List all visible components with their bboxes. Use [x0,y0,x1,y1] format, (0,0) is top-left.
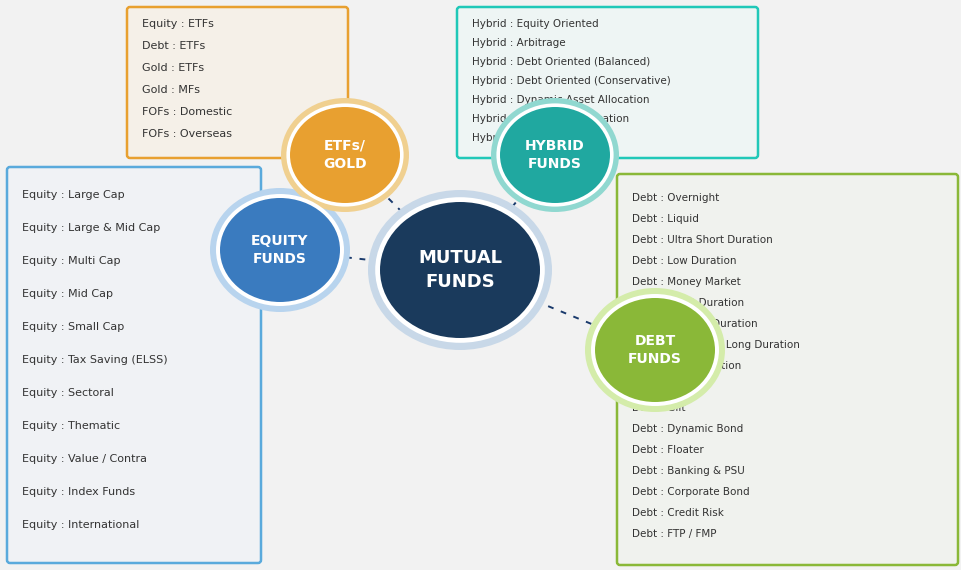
Text: MUTUAL
FUNDS: MUTUAL FUNDS [418,249,502,291]
Text: Equity : Small Cap: Equity : Small Cap [22,322,124,332]
Ellipse shape [500,107,609,203]
Text: Debt : Overnight: Debt : Overnight [631,193,719,203]
Ellipse shape [281,98,408,212]
FancyBboxPatch shape [127,7,348,158]
Text: HYBRID
FUNDS: HYBRID FUNDS [525,139,584,171]
Text: Debt : Medium to Long Duration: Debt : Medium to Long Duration [631,340,799,350]
Text: Debt : Corporate Bond: Debt : Corporate Bond [631,487,749,497]
FancyBboxPatch shape [616,174,957,565]
Text: FOFs : Domestic: FOFs : Domestic [142,107,232,117]
Text: Debt : Floater: Debt : Floater [631,445,703,455]
Ellipse shape [209,188,350,312]
Ellipse shape [590,294,718,406]
Text: Debt : Short Duration: Debt : Short Duration [631,298,744,308]
Text: Debt : Money Market: Debt : Money Market [631,277,740,287]
Text: Hybrid : Dynamic Asset Allocation: Hybrid : Dynamic Asset Allocation [472,95,649,105]
Text: Hybrid : Debt Oriented (Conservative): Hybrid : Debt Oriented (Conservative) [472,76,670,86]
FancyBboxPatch shape [7,167,260,563]
Text: Equity : Large Cap: Equity : Large Cap [22,190,125,200]
Text: Debt : FTP / FMP: Debt : FTP / FMP [631,529,716,539]
Text: Debt : ETFs: Debt : ETFs [142,41,205,51]
Text: Debt : Credit Risk: Debt : Credit Risk [631,508,723,518]
Text: Debt : Gilt: Debt : Gilt [631,403,688,413]
Text: ETFs/
GOLD: ETFs/ GOLD [323,139,366,171]
Ellipse shape [496,103,613,206]
Ellipse shape [490,98,618,212]
Text: Debt : Dynamic Bond: Debt : Dynamic Bond [631,424,743,434]
Text: Hybrid : Solution Oriented: Hybrid : Solution Oriented [472,133,607,143]
Text: Debt : Long Duration: Debt : Long Duration [631,361,741,371]
FancyBboxPatch shape [456,7,757,158]
Text: Debt : Ultra Short Duration: Debt : Ultra Short Duration [631,235,772,245]
Text: Hybrid : Debt Oriented (Balanced): Hybrid : Debt Oriented (Balanced) [472,57,650,67]
Text: Equity : Thematic: Equity : Thematic [22,421,120,431]
Text: Equity : ETFs: Equity : ETFs [142,19,213,29]
Ellipse shape [375,197,544,343]
Text: Equity : Multi Cap: Equity : Multi Cap [22,256,120,266]
Text: DEBT
FUNDS: DEBT FUNDS [628,334,681,366]
Text: Debt : Gilt: Debt : Gilt [631,382,685,392]
Text: Gold : ETFs: Gold : ETFs [142,63,204,73]
Text: Hybrid : Arbitrage: Hybrid : Arbitrage [472,38,565,48]
Text: Equity : Tax Saving (ELSS): Equity : Tax Saving (ELSS) [22,355,167,365]
Text: Equity : International: Equity : International [22,520,139,530]
Text: Debt : Banking & PSU: Debt : Banking & PSU [631,466,744,476]
Text: Debt : Liquid: Debt : Liquid [631,214,698,224]
Ellipse shape [286,103,404,206]
Text: FOFs : Overseas: FOFs : Overseas [142,129,232,139]
Ellipse shape [216,194,344,306]
Ellipse shape [289,107,400,203]
Text: Equity : Sectoral: Equity : Sectoral [22,388,113,398]
Text: Equity : Mid Cap: Equity : Mid Cap [22,289,112,299]
Ellipse shape [595,298,714,402]
Text: Hybrid : Equity Oriented: Hybrid : Equity Oriented [472,19,598,29]
Ellipse shape [380,202,539,338]
Text: Gold : MFs: Gold : MFs [142,85,200,95]
Text: Debt : Medium Duration: Debt : Medium Duration [631,319,757,329]
Text: Equity : Large & Mid Cap: Equity : Large & Mid Cap [22,223,160,233]
Text: EQUITY
FUNDS: EQUITY FUNDS [251,234,308,266]
Text: Equity : Value / Contra: Equity : Value / Contra [22,454,147,464]
Text: Equity : Index Funds: Equity : Index Funds [22,487,135,497]
Text: Debt : Low Duration: Debt : Low Duration [631,256,736,266]
Ellipse shape [584,288,725,412]
Ellipse shape [368,190,552,350]
Ellipse shape [220,198,339,302]
Text: Hybrid : Multi Asset Allocation: Hybrid : Multi Asset Allocation [472,114,628,124]
